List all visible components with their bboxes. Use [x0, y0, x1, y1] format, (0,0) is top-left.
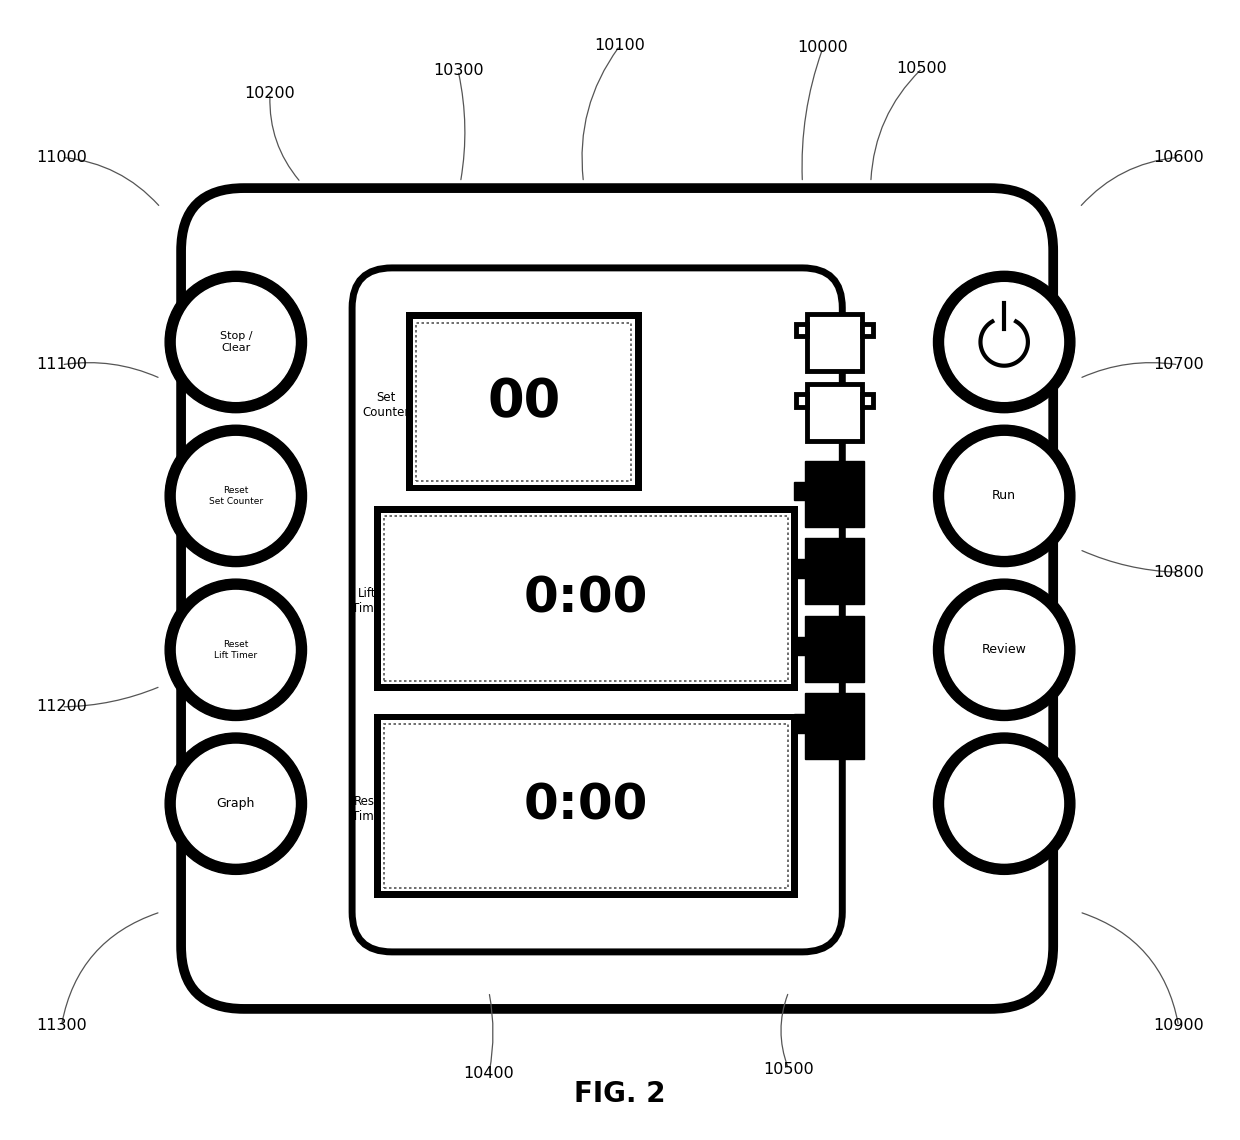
- Bar: [862, 394, 873, 407]
- Text: 10500: 10500: [764, 1061, 815, 1077]
- Circle shape: [176, 744, 295, 863]
- FancyBboxPatch shape: [352, 268, 842, 952]
- Circle shape: [934, 271, 1075, 413]
- Text: Set
Counter: Set Counter: [362, 391, 410, 418]
- Text: 10900: 10900: [1153, 1018, 1204, 1034]
- Bar: [384, 516, 787, 681]
- Circle shape: [176, 283, 295, 401]
- Text: 0:00: 0:00: [523, 782, 649, 830]
- Bar: [805, 693, 864, 759]
- Circle shape: [934, 425, 1075, 567]
- Text: 10200: 10200: [244, 86, 295, 101]
- Bar: [384, 724, 787, 888]
- Text: Reset
Set Counter: Reset Set Counter: [208, 486, 263, 506]
- Text: 10500: 10500: [897, 60, 947, 76]
- Circle shape: [945, 744, 1064, 863]
- Text: 10800: 10800: [1153, 564, 1204, 580]
- Text: 11100: 11100: [36, 357, 87, 373]
- Text: 10400: 10400: [464, 1066, 515, 1082]
- Bar: [381, 720, 791, 891]
- Circle shape: [165, 271, 306, 413]
- Text: 10000: 10000: [797, 40, 848, 56]
- Bar: [795, 482, 805, 500]
- Text: 0:00: 0:00: [523, 575, 649, 622]
- Bar: [381, 513, 791, 684]
- Circle shape: [934, 733, 1075, 874]
- Text: 10300: 10300: [433, 63, 484, 79]
- Text: 11200: 11200: [36, 699, 87, 715]
- Bar: [807, 314, 862, 370]
- Bar: [795, 560, 805, 578]
- Text: Lift
Time: Lift Time: [352, 587, 382, 614]
- Text: 11000: 11000: [36, 149, 87, 165]
- FancyBboxPatch shape: [181, 188, 1053, 1009]
- Bar: [373, 506, 797, 691]
- Bar: [805, 616, 864, 682]
- Circle shape: [945, 437, 1064, 555]
- Text: 10700: 10700: [1153, 357, 1204, 373]
- Text: Graph: Graph: [217, 797, 255, 811]
- Bar: [796, 394, 807, 407]
- Circle shape: [165, 425, 306, 567]
- Circle shape: [165, 579, 306, 720]
- Bar: [805, 538, 864, 604]
- Text: 11300: 11300: [36, 1018, 87, 1034]
- Bar: [373, 714, 797, 898]
- Bar: [796, 324, 807, 336]
- Text: 00: 00: [487, 376, 560, 428]
- Bar: [862, 324, 873, 336]
- Text: 10100: 10100: [594, 38, 646, 54]
- Bar: [413, 319, 635, 484]
- Bar: [807, 384, 862, 441]
- Bar: [795, 637, 805, 656]
- Bar: [805, 461, 864, 527]
- Circle shape: [165, 733, 306, 874]
- Text: 10600: 10600: [1153, 149, 1204, 165]
- Text: Rest
Time: Rest Time: [352, 796, 382, 823]
- Text: Reset
Lift Timer: Reset Lift Timer: [215, 640, 258, 660]
- Bar: [415, 323, 631, 481]
- Bar: [405, 312, 641, 491]
- Circle shape: [934, 579, 1075, 720]
- Circle shape: [176, 437, 295, 555]
- Circle shape: [176, 591, 295, 709]
- Text: Stop /
Clear: Stop / Clear: [219, 332, 252, 352]
- Circle shape: [945, 283, 1064, 401]
- Text: Run: Run: [992, 489, 1017, 503]
- Text: Review: Review: [982, 643, 1027, 657]
- Text: FIG. 2: FIG. 2: [574, 1081, 666, 1108]
- Bar: [795, 715, 805, 733]
- Circle shape: [945, 591, 1064, 709]
